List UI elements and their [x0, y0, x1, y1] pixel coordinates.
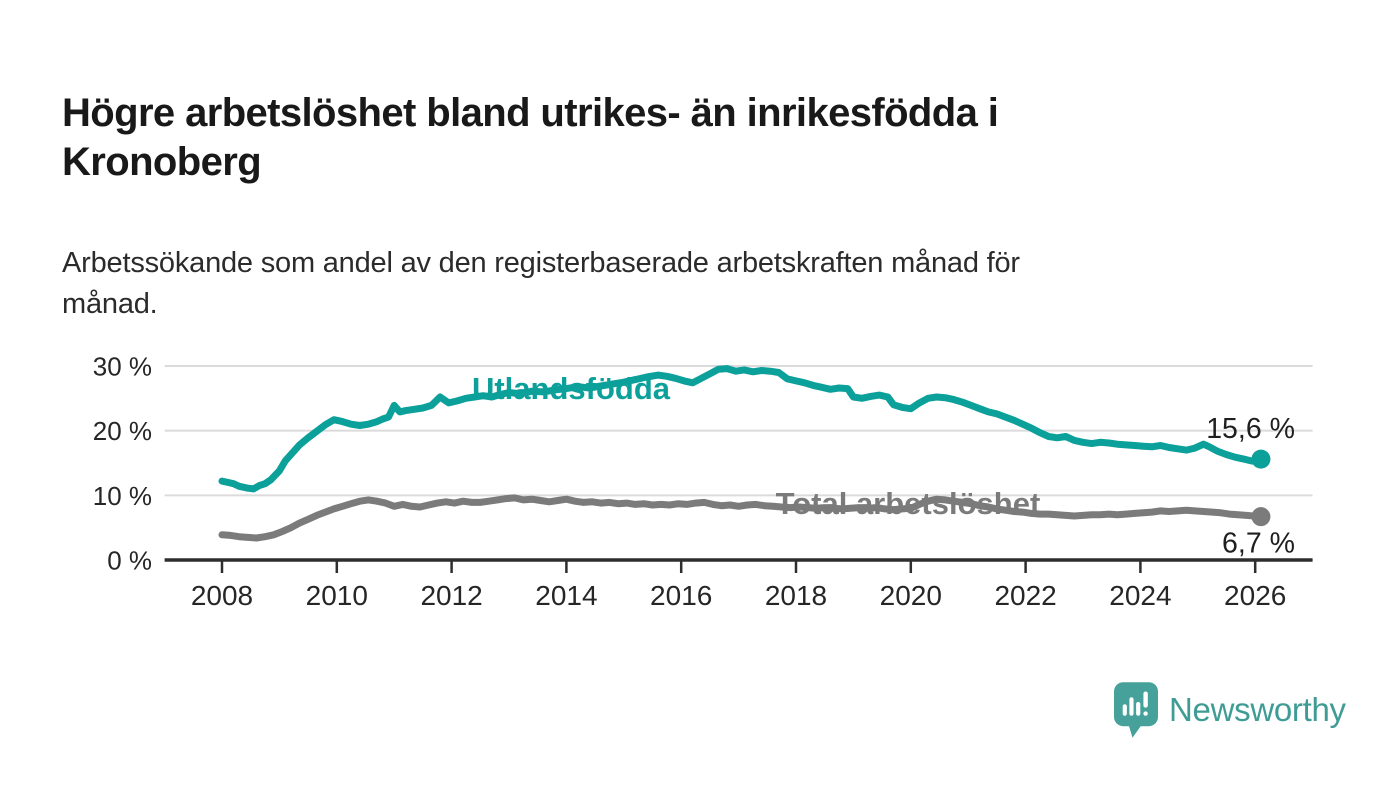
page-subtitle: Arbetssökande som andel av den registerb… [62, 243, 1020, 325]
x-tick-label: 2014 [535, 580, 597, 611]
page-title: Högre arbetslöshet bland utrikes- än inr… [62, 89, 999, 187]
y-tick-label: 30 % [93, 351, 152, 381]
x-tick-label: 2012 [420, 580, 482, 611]
page-subtitle-line1: Arbetssökande som andel av den registerb… [62, 247, 1020, 279]
newsworthy-logo-text: Newsworthy [1169, 691, 1346, 728]
series-label-utlandsf-dda: Utlandsfödda [472, 371, 671, 406]
x-tick-label: 2010 [306, 580, 368, 611]
series-end-dot-utlandsf-dda [1251, 449, 1271, 469]
x-tick-label: 2024 [1109, 580, 1171, 611]
page-title-line2: Kronoberg [62, 139, 262, 184]
y-tick-label: 10 % [93, 481, 152, 511]
end-value-label-total-arbetsl-shet: 6,7 % [1222, 528, 1295, 560]
x-tick-label: 2018 [765, 580, 827, 611]
page-subtitle-line2: månad. [62, 288, 158, 321]
page-title-line1: Högre arbetslöshet bland utrikes- än inr… [62, 90, 999, 135]
series-line-utlandsf-dda [218, 365, 1265, 493]
x-tick-label: 2008 [191, 580, 253, 611]
x-tick-label: 2026 [1224, 580, 1286, 611]
series-end-dot-total-arbetsl-shet [1251, 507, 1271, 527]
series-label-total-arbetsl-shet: Total arbetslöshet [776, 486, 1041, 521]
newsworthy-speech-bubble-chart-icon [1114, 682, 1158, 738]
newsworthy-logo: Newsworthy [1114, 682, 1346, 738]
y-tick-label: 0 % [107, 546, 152, 576]
line-chart: 0 % 10 % 20 % 30 % 2008 2010 2012 2014 2016 2018 2… [93, 351, 1313, 611]
x-tick-label: 2022 [994, 580, 1056, 611]
end-value-label-utlandsf-dda: 15,6 % [1206, 413, 1295, 445]
series-line-total-arbetsl-shet [218, 494, 1265, 542]
x-tick-label: 2016 [650, 580, 712, 611]
x-tick-label: 2020 [880, 580, 942, 611]
chart-area: 0 % 10 % 20 % 30 % 2008 2010 2012 2014 2016 2018 2… [0, 330, 1400, 640]
y-tick-label: 20 % [93, 416, 152, 446]
